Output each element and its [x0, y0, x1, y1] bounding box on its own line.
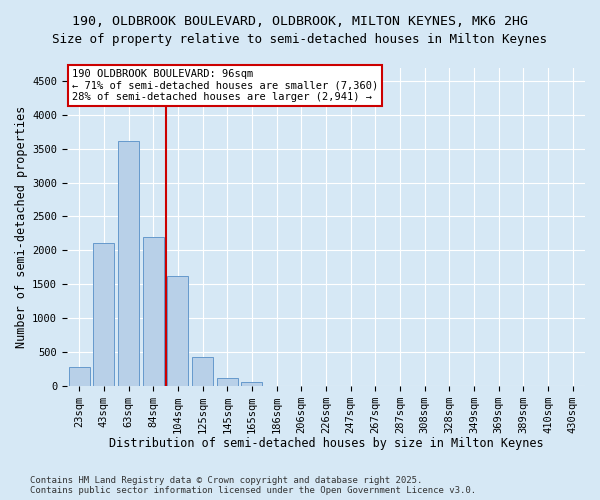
Bar [241, 382, 262, 386]
Bar [69, 368, 90, 386]
Text: Size of property relative to semi-detached houses in Milton Keynes: Size of property relative to semi-detach… [53, 32, 548, 46]
Bar [192, 356, 213, 386]
Text: 190, OLDBROOK BOULEVARD, OLDBROOK, MILTON KEYNES, MK6 2HG: 190, OLDBROOK BOULEVARD, OLDBROOK, MILTO… [72, 15, 528, 28]
Y-axis label: Number of semi-detached properties: Number of semi-detached properties [15, 106, 28, 348]
Bar [167, 276, 188, 386]
Text: 190 OLDBROOK BOULEVARD: 96sqm
← 71% of semi-detached houses are smaller (7,360)
: 190 OLDBROOK BOULEVARD: 96sqm ← 71% of s… [72, 69, 379, 102]
X-axis label: Distribution of semi-detached houses by size in Milton Keynes: Distribution of semi-detached houses by … [109, 437, 543, 450]
Bar [118, 140, 139, 386]
Bar [94, 244, 115, 386]
Bar [217, 378, 238, 386]
Bar [143, 236, 164, 386]
Text: Contains HM Land Registry data © Crown copyright and database right 2025.
Contai: Contains HM Land Registry data © Crown c… [30, 476, 476, 495]
